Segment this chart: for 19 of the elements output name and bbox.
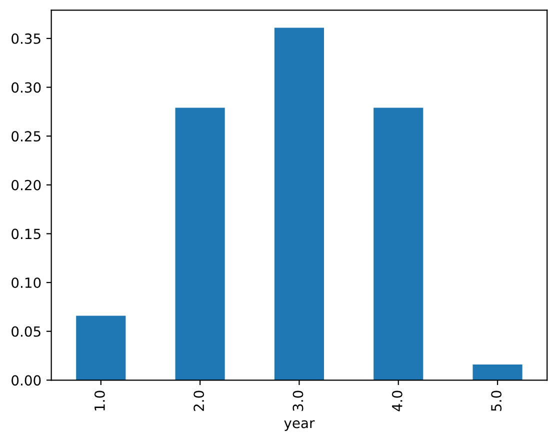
- bar: [76, 316, 126, 380]
- y-tick-label: 0.30: [12, 82, 41, 93]
- x-tick-label: 5.0: [491, 390, 502, 411]
- x-tick-label: 3.0: [292, 390, 304, 411]
- x-tick-label: 1.0: [94, 390, 105, 410]
- y-tick-label: 0.00: [12, 375, 41, 386]
- y-tick-label: 0.25: [12, 131, 40, 142]
- y-tick-label: 0.15: [12, 228, 40, 240]
- x-tick-label: 2.0: [194, 390, 204, 411]
- y-tick-label: 0.35: [12, 33, 40, 44]
- x-axis-title: year: [284, 420, 315, 431]
- y-tick-label: 0.20: [12, 180, 41, 190]
- x-tick-label: 4.0: [392, 390, 402, 412]
- y-tick-label: 0.10: [12, 277, 41, 288]
- y-tick-label: 0.05: [12, 326, 40, 337]
- bar: [472, 364, 522, 380]
- bar: [274, 28, 324, 380]
- bar: [175, 108, 225, 380]
- bar: [374, 108, 424, 380]
